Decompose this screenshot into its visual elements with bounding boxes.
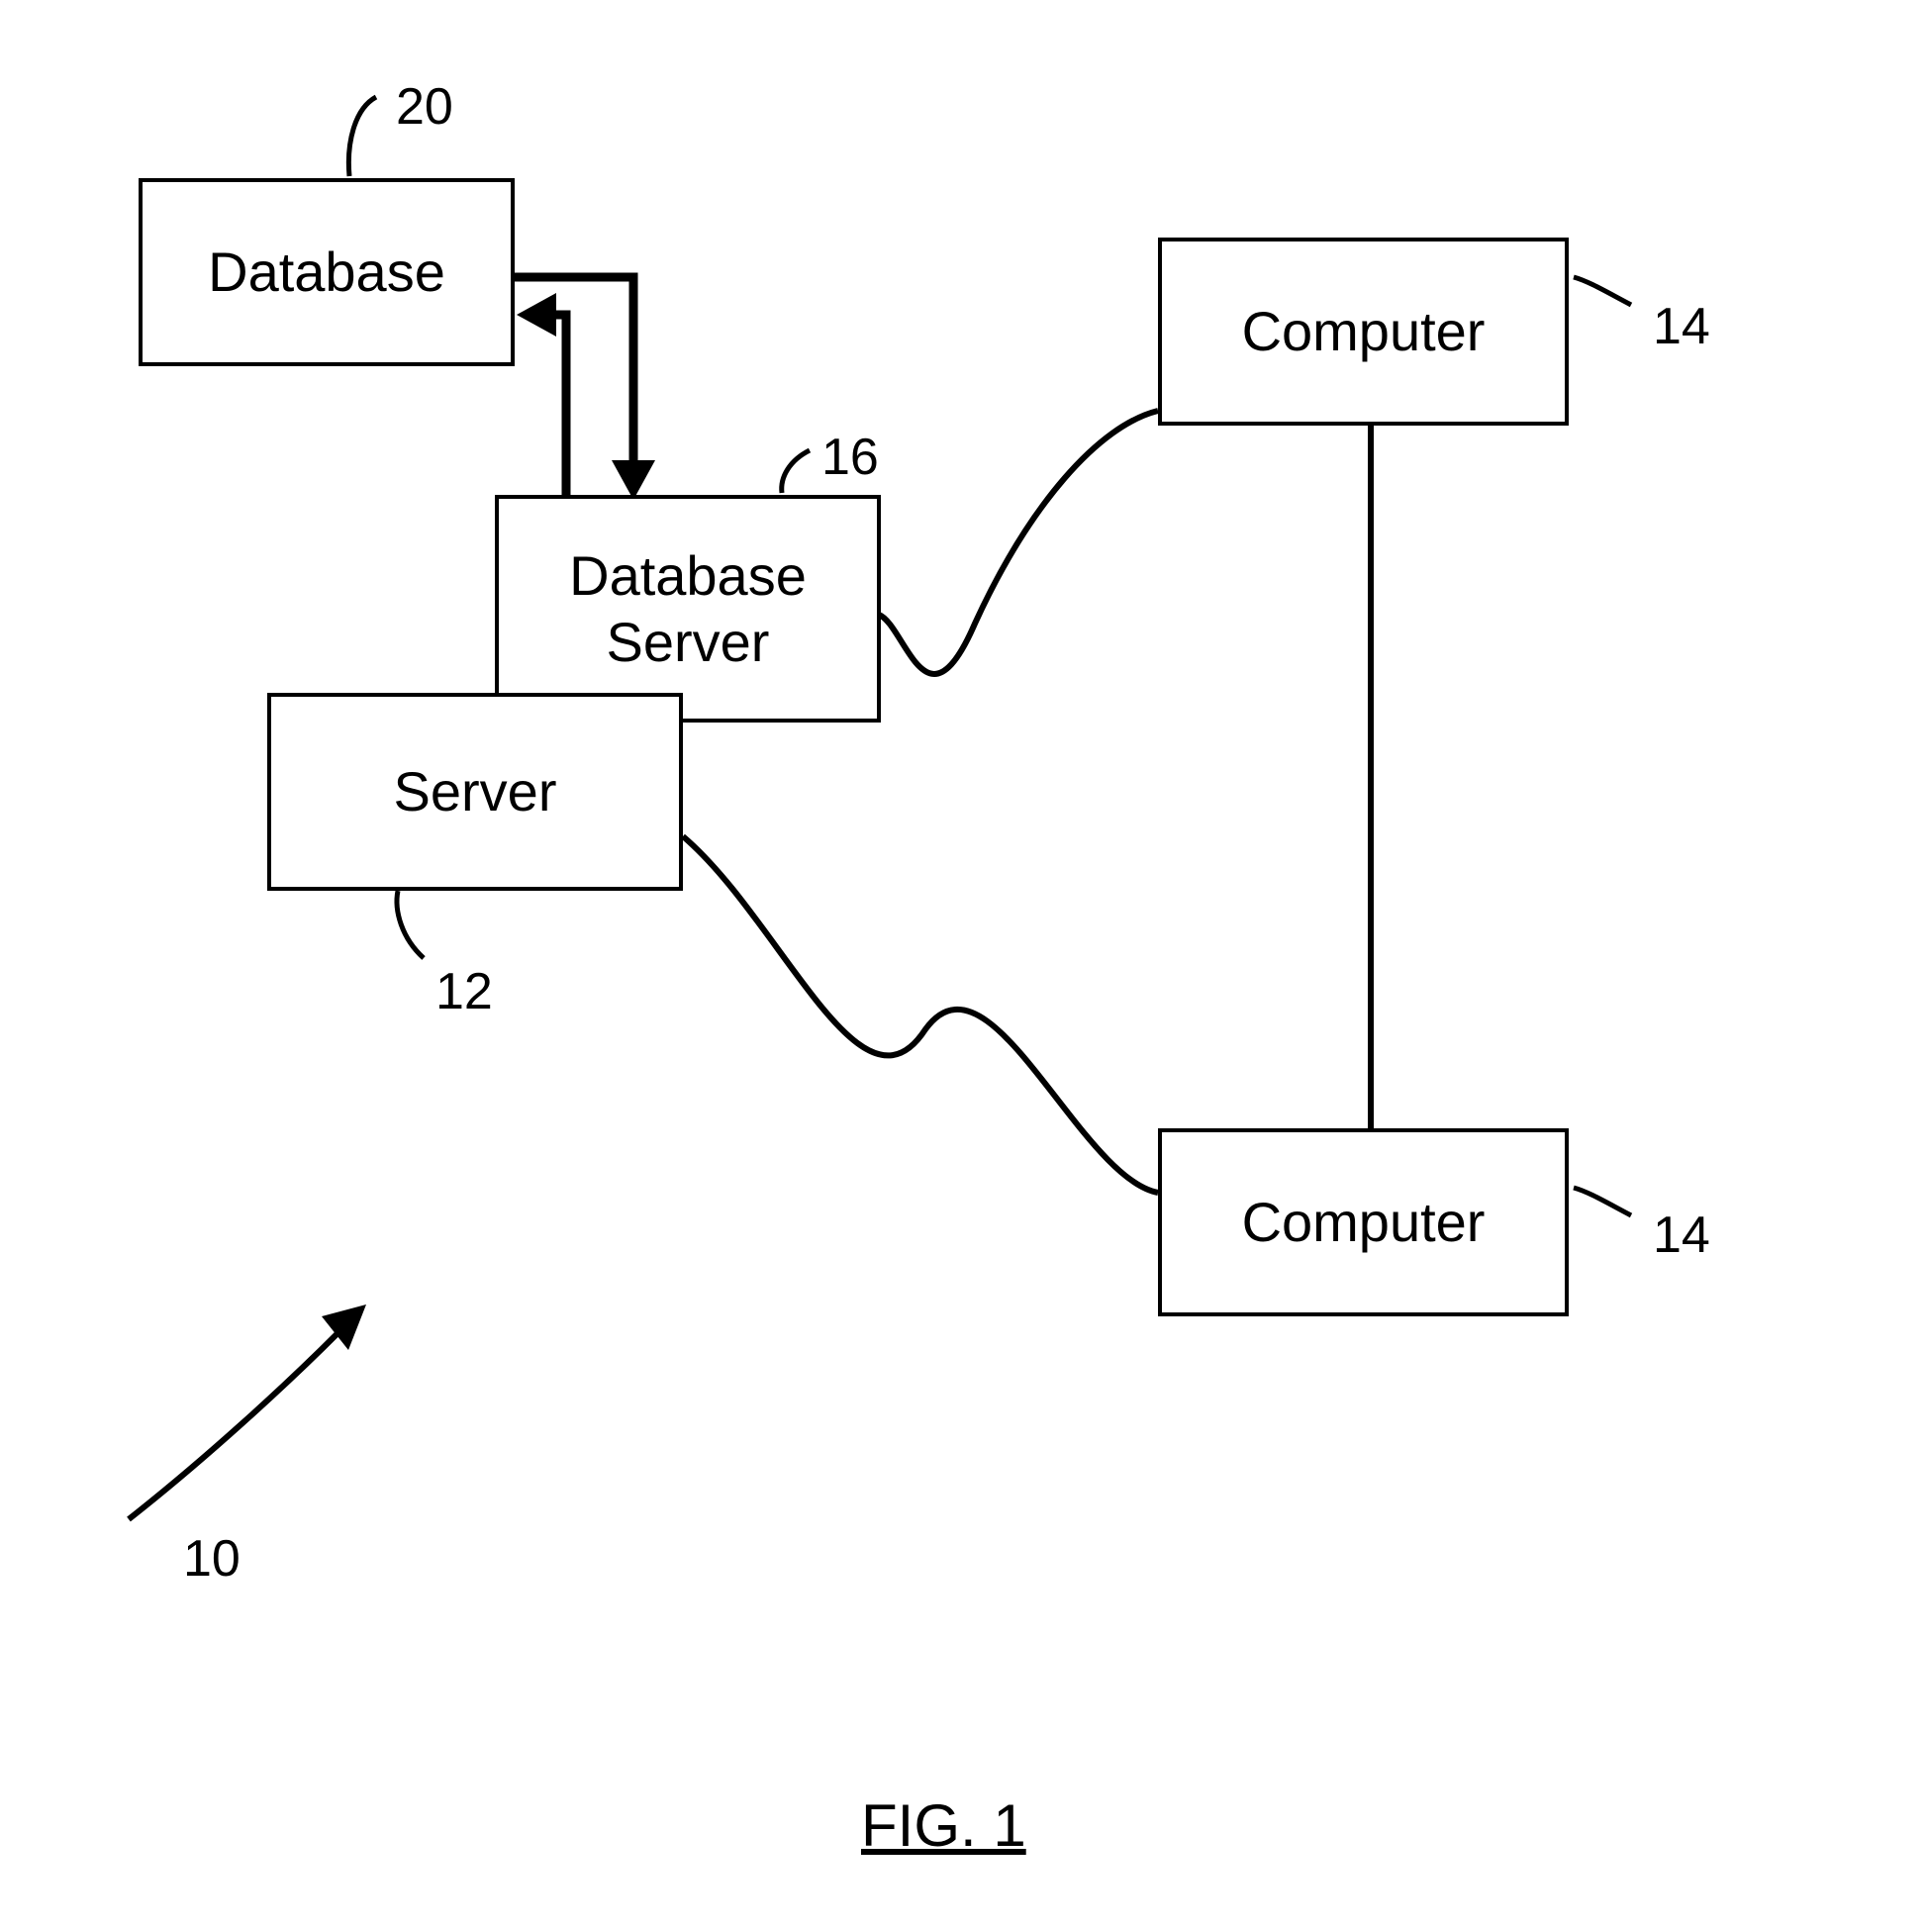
arrowhead-down <box>612 460 655 500</box>
ref-12: 12 <box>435 962 493 1021</box>
ref-curve-14-top <box>1574 277 1631 305</box>
ref-16: 16 <box>821 428 879 487</box>
ref-14-bottom: 14 <box>1653 1206 1710 1265</box>
node-computer-bottom-label: Computer <box>1242 1189 1486 1255</box>
node-database-server: Database Server <box>495 495 881 723</box>
edge-dbserver-to-computer-top <box>851 411 1158 674</box>
ref-20: 20 <box>396 77 453 137</box>
edge-server-to-computer-bottom <box>683 836 1158 1193</box>
arrowhead-left <box>517 293 556 337</box>
node-computer-top: Computer <box>1158 238 1569 426</box>
ref-10: 10 <box>183 1529 241 1589</box>
node-database: Database <box>139 178 515 366</box>
ref-10-arrowhead <box>322 1304 366 1350</box>
node-server-label: Server <box>394 758 557 824</box>
ref-14-top: 14 <box>1653 297 1710 356</box>
ref-curve-16 <box>782 450 810 493</box>
ref-10-arrow-curve <box>129 1314 356 1519</box>
edge-db-to-dbserver <box>515 277 633 485</box>
node-database-server-label: Database Server <box>569 542 807 675</box>
node-computer-top-label: Computer <box>1242 298 1486 364</box>
edge-dbserver-to-db <box>525 315 566 495</box>
figure-caption: FIG. 1 <box>861 1791 1026 1860</box>
node-computer-bottom: Computer <box>1158 1128 1569 1316</box>
ref-curve-12 <box>397 891 424 958</box>
ref-curve-20 <box>348 97 376 176</box>
node-database-label: Database <box>208 239 445 305</box>
node-server: Server <box>267 693 683 891</box>
ref-curve-14-bottom <box>1574 1188 1631 1215</box>
network-diagram: Database 20 Database Server 16 Server 12… <box>0 0 1926 1932</box>
